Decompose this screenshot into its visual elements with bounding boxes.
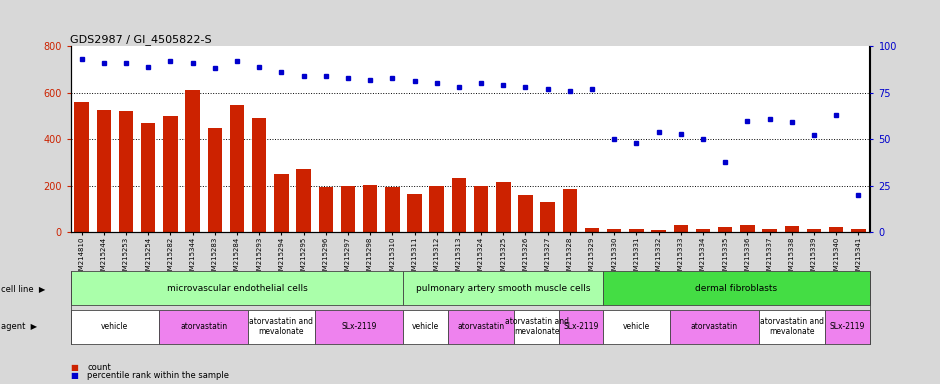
Bar: [385, 187, 400, 232]
Bar: [651, 230, 666, 232]
Bar: [164, 116, 178, 232]
Bar: [540, 202, 555, 232]
Bar: [629, 229, 644, 232]
Bar: [185, 90, 200, 232]
Text: vehicle: vehicle: [412, 322, 439, 331]
Bar: [141, 123, 155, 232]
Bar: [674, 225, 688, 232]
Text: GDS2987 / GI_4505822-S: GDS2987 / GI_4505822-S: [70, 34, 212, 45]
Text: SLx-2119: SLx-2119: [341, 322, 377, 331]
Bar: [852, 229, 866, 232]
Bar: [718, 227, 732, 232]
Bar: [585, 228, 600, 232]
Text: ■: ■: [70, 371, 78, 380]
Bar: [807, 229, 822, 232]
Bar: [296, 169, 311, 232]
Text: atorvastatin: atorvastatin: [458, 322, 505, 331]
Text: vehicle: vehicle: [102, 322, 129, 331]
Bar: [319, 187, 333, 232]
Text: dermal fibroblasts: dermal fibroblasts: [696, 284, 777, 293]
Bar: [785, 226, 799, 232]
Bar: [563, 189, 577, 232]
Text: SLx-2119: SLx-2119: [563, 322, 599, 331]
Text: pulmonary artery smooth muscle cells: pulmonary artery smooth muscle cells: [416, 284, 590, 293]
Text: atorvastatin: atorvastatin: [180, 322, 227, 331]
Text: microvascular endothelial cells: microvascular endothelial cells: [166, 284, 307, 293]
Bar: [518, 195, 533, 232]
Bar: [97, 110, 111, 232]
Bar: [208, 127, 222, 232]
Text: count: count: [87, 362, 111, 372]
Bar: [430, 186, 444, 232]
Text: atorvastatin and
mevalonate: atorvastatin and mevalonate: [249, 317, 313, 336]
Text: agent  ▶: agent ▶: [1, 322, 37, 331]
Text: SLx-2119: SLx-2119: [830, 322, 865, 331]
Bar: [274, 174, 289, 232]
Text: atorvastatin and
mevalonate: atorvastatin and mevalonate: [760, 317, 823, 336]
Text: atorvastatin and
mevalonate: atorvastatin and mevalonate: [505, 317, 569, 336]
Bar: [452, 178, 466, 232]
Bar: [829, 227, 843, 232]
Bar: [474, 186, 488, 232]
Bar: [252, 118, 266, 232]
Bar: [407, 194, 422, 232]
Bar: [363, 185, 377, 232]
Bar: [607, 229, 621, 232]
Bar: [74, 102, 88, 232]
Text: cell line  ▶: cell line ▶: [1, 284, 45, 293]
Bar: [740, 225, 755, 232]
Text: vehicle: vehicle: [623, 322, 650, 331]
Text: percentile rank within the sample: percentile rank within the sample: [87, 371, 229, 380]
Bar: [118, 111, 133, 232]
Text: atorvastatin: atorvastatin: [691, 322, 738, 331]
Text: ■: ■: [70, 362, 78, 372]
Bar: [496, 182, 510, 232]
Bar: [762, 229, 776, 232]
Bar: [340, 186, 355, 232]
Bar: [696, 229, 711, 232]
Bar: [229, 106, 244, 232]
